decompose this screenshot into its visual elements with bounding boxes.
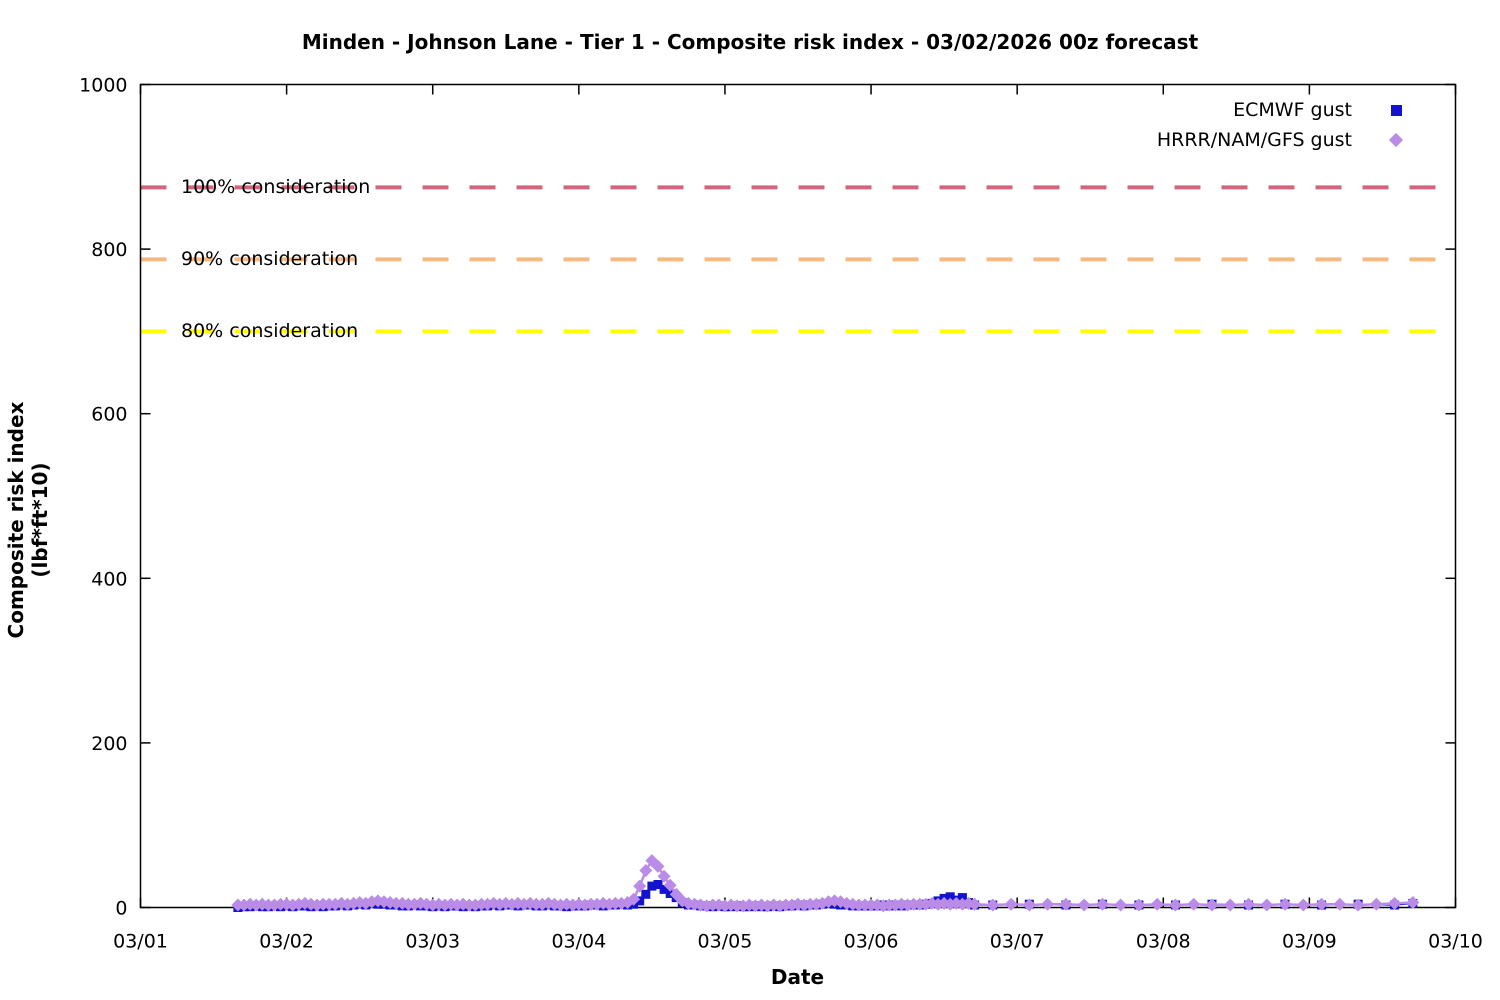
square-marker-icon	[641, 889, 651, 899]
legend-marker-cell	[1388, 104, 1404, 116]
threshold-label-90pct: 90% consideration	[181, 247, 359, 270]
square-marker-icon	[647, 881, 657, 891]
legend-entry-hrrr-nam-gfs: HRRR/NAM/GFS gust	[1157, 125, 1408, 155]
diamond-marker-icon	[627, 892, 641, 906]
diamond-marker-icon	[1260, 898, 1274, 912]
diamond-marker-icon	[663, 878, 677, 892]
diamond-marker-icon	[1406, 896, 1420, 910]
diamond-marker-icon	[1223, 898, 1237, 912]
legend-entry-ecmwf: ECMWF gust	[1157, 95, 1408, 125]
x-tick-label: 03/03	[405, 931, 460, 953]
y-tick-label: 0	[115, 898, 127, 920]
y-tick-label: 1000	[79, 75, 127, 97]
series-hrrr-nam-gfs	[231, 854, 1420, 913]
x-tick-label: 03/08	[1136, 931, 1191, 953]
diamond-marker-icon	[1187, 897, 1201, 911]
diamond-marker-icon	[1333, 897, 1347, 911]
x-tick-label: 03/05	[698, 931, 753, 953]
threshold-label-80pct: 80% consideration	[181, 319, 359, 342]
x-tick-label: 03/02	[259, 931, 314, 953]
diamond-marker-icon	[1041, 897, 1055, 911]
diamond-marker-icon	[651, 859, 665, 873]
diamond-marker-icon	[243, 897, 257, 911]
y-tick-label: 200	[91, 733, 127, 755]
diamond-marker-icon	[1351, 898, 1365, 912]
y-tick-label: 600	[91, 404, 127, 426]
x-tick-label: 03/07	[990, 931, 1045, 953]
diamond-marker-icon	[639, 863, 653, 877]
diamond-marker-icon	[657, 869, 671, 883]
diamond-marker-icon	[1004, 897, 1018, 911]
x-tick-label: 03/09	[1282, 931, 1337, 953]
square-marker-icon	[635, 896, 645, 906]
diamond-marker-icon	[1315, 897, 1329, 911]
diamond-marker-icon	[1388, 896, 1402, 910]
diamond-marker-icon	[1095, 897, 1109, 911]
square-marker-icon	[659, 884, 669, 894]
diamond-marker-icon	[1242, 897, 1256, 911]
legend-label-ecmwf: ECMWF gust	[1233, 99, 1352, 121]
diamond-marker-icon	[1278, 897, 1292, 911]
plot-border	[139, 83, 1457, 909]
diamond-marker-icon	[968, 897, 982, 911]
diamond-marker-icon	[1114, 898, 1128, 912]
diamond-marker-icon	[1132, 898, 1146, 912]
square-marker-icon	[957, 893, 967, 903]
diamond-marker-icon	[1369, 897, 1383, 911]
threshold-label-100pct: 100% consideration	[181, 175, 371, 198]
diamond-marker-icon	[1296, 898, 1310, 912]
diamond-marker-icon	[1022, 898, 1036, 912]
x-axis-label: Date	[770, 965, 825, 989]
x-tick-label: 03/04	[551, 931, 606, 953]
diamond-marker-icon	[1150, 897, 1164, 911]
x-tick-label: 03/06	[844, 931, 899, 953]
square-marker-icon	[665, 889, 675, 898]
chart-title: Minden - Johnson Lane - Tier 1 - Composi…	[301, 30, 1199, 54]
legend-marker-cell	[1388, 132, 1404, 148]
diamond-marker-icon	[633, 879, 647, 893]
diamond-marker-icon	[1388, 132, 1404, 148]
diamond-marker-icon	[1059, 897, 1073, 911]
diamond-marker-icon	[1168, 898, 1182, 912]
y-tick-label: 400	[91, 568, 127, 590]
diamond-marker-icon	[1205, 898, 1219, 912]
axes: 03/01 03/02 03/03 03/04 03/05 03/06 03/07 03/08…	[79, 75, 1483, 953]
x-tick-label: 03/10	[1428, 931, 1483, 953]
y-tick-label: 800	[91, 239, 127, 261]
threshold-lines	[140, 185, 1456, 334]
legend-label-hrrr-nam-gfs: HRRR/NAM/GFS gust	[1156, 129, 1352, 151]
diamond-marker-icon	[1077, 898, 1091, 912]
square-marker-icon	[1390, 104, 1402, 116]
diamond-marker-icon	[986, 898, 1000, 912]
y-axis-label: Composite risk index (lbf*ft*10)	[4, 401, 52, 639]
square-marker-icon	[945, 892, 955, 902]
x-tick-label: 03/01	[113, 931, 168, 953]
square-marker-icon	[653, 880, 663, 889]
legend: ECMWF gust HRRR/NAM/GFS gust	[1157, 95, 1408, 155]
